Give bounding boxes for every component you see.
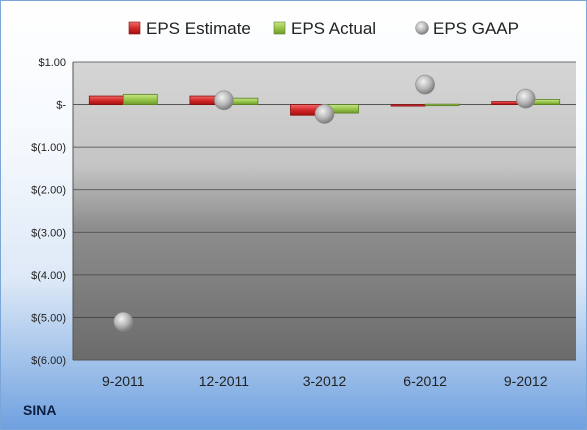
bar-layer bbox=[88, 93, 561, 116]
bar-eps-actual bbox=[424, 103, 460, 107]
x-tick-label: 9-2012 bbox=[504, 373, 548, 389]
marker-eps-gaap bbox=[314, 104, 335, 124]
y-tick-label: $(3.00) bbox=[31, 227, 66, 239]
legend-swatch-eps-actual bbox=[273, 21, 286, 35]
marker-eps-gaap bbox=[415, 74, 435, 95]
marker-layer bbox=[113, 74, 536, 332]
legend-label: EPS GAAP bbox=[433, 19, 519, 38]
y-tick-label: $(1.00) bbox=[31, 142, 66, 154]
y-tick-label: $(2.00) bbox=[31, 185, 66, 197]
marker-eps-gaap bbox=[113, 311, 134, 332]
x-tick-label: 3-2012 bbox=[303, 373, 347, 389]
y-tick-label: $(4.00) bbox=[31, 270, 66, 282]
legend-label: EPS Estimate bbox=[146, 19, 251, 38]
legend-swatch-eps-estimate bbox=[128, 21, 141, 35]
bar-eps-actual bbox=[122, 93, 158, 105]
legend-label: EPS Actual bbox=[291, 19, 376, 38]
y-tick-label: $- bbox=[56, 100, 66, 112]
y-tick-label: $(6.00) bbox=[31, 355, 66, 367]
x-tick-label: 12-2011 bbox=[199, 373, 250, 389]
bar-eps-estimate bbox=[390, 104, 426, 107]
ticker-label: SINA bbox=[23, 402, 56, 418]
y-axis: $1.00 $- $(1.00) $(2.00) $(3.00) $(4.00) $(5.0… bbox=[31, 57, 66, 367]
bar-eps-estimate bbox=[88, 95, 124, 105]
y-tick-label: $1.00 bbox=[38, 57, 66, 69]
marker-eps-gaap bbox=[515, 88, 536, 109]
legend-swatch-eps-gaap bbox=[415, 21, 429, 35]
legend: EPS Estimate EPS Actual EPS GAAP bbox=[128, 19, 519, 38]
x-axis: 9-2011 12-2011 3-2012 6-2012 9-2012 bbox=[102, 373, 548, 389]
x-tick-label: 6-2012 bbox=[403, 373, 447, 389]
marker-eps-gaap bbox=[214, 90, 234, 111]
x-tick-label: 9-2011 bbox=[102, 373, 145, 389]
y-tick-label: $(5.00) bbox=[31, 312, 66, 324]
